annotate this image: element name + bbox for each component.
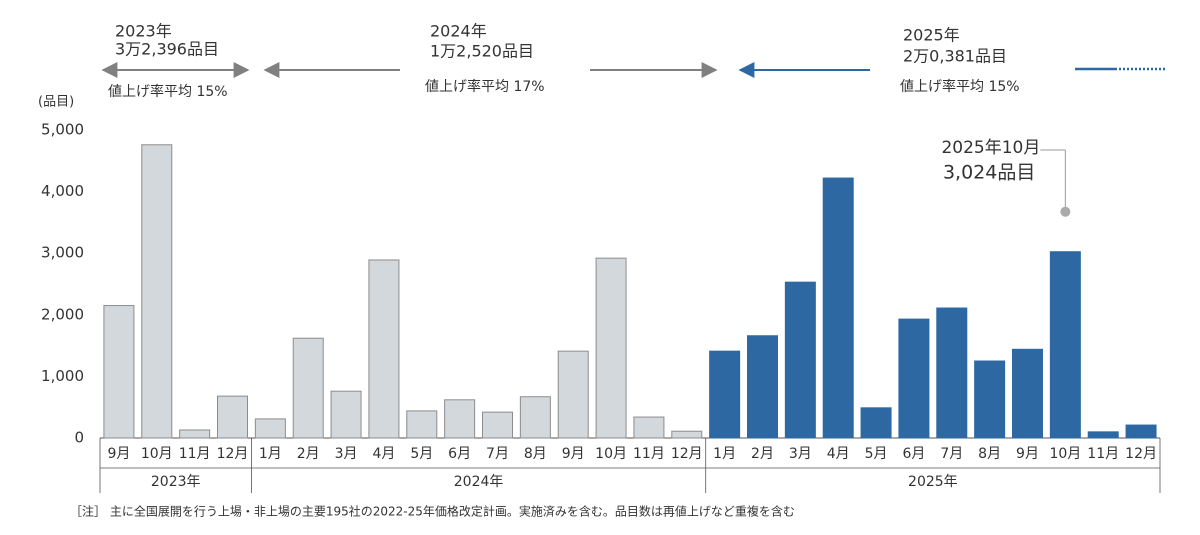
x-tick-label: 5月: [865, 446, 888, 462]
period-year: 2025年: [903, 26, 960, 45]
value-label: 3,024品目: [943, 162, 1035, 184]
bar: [822, 177, 854, 439]
period-arrows: [101, 62, 1166, 78]
x-tick-label: 7月: [486, 446, 509, 462]
x-tick-label: 9月: [1016, 446, 1039, 462]
period-year: 2023年: [115, 22, 172, 41]
group-label: 2023年: [151, 474, 201, 490]
x-tick-label: 4月: [372, 446, 395, 462]
bar: [595, 257, 627, 439]
x-tick-label: 3月: [335, 446, 358, 462]
x-tick-label: 10月: [141, 446, 173, 462]
bar: [671, 430, 703, 439]
y-unit-label: (品目): [38, 95, 74, 110]
x-tick-label: 1月: [713, 446, 736, 462]
group-label: 2025年: [908, 474, 958, 490]
x-tick-label: 7月: [940, 446, 963, 462]
x-tick-label: 2月: [751, 446, 774, 462]
bar: [217, 395, 248, 439]
bar: [406, 410, 438, 439]
x-tick-label: 6月: [902, 446, 925, 462]
period-rate: 値上げ率平均 15%: [108, 83, 228, 100]
x-tick-label: 11月: [179, 446, 211, 462]
bar: [444, 399, 476, 439]
bar: [1049, 251, 1081, 439]
y-tick-label: 4,000: [41, 182, 84, 200]
period-total: 3万2,396品目: [115, 40, 219, 59]
bar: [482, 411, 513, 439]
y-tick-label: 0: [74, 429, 84, 447]
period-rate: 値上げ率平均 15%: [900, 78, 1020, 95]
x-tick-label: 10月: [595, 446, 627, 462]
bar: [330, 390, 362, 439]
bar: [974, 360, 1006, 439]
x-tick-label: 6月: [448, 446, 471, 462]
bar: [860, 407, 892, 439]
bar: [747, 335, 778, 439]
y-tick-label: 3,000: [41, 244, 84, 262]
x-tick-label: 11月: [1087, 446, 1119, 462]
x-tick-label: 9月: [562, 446, 585, 462]
x-tick-label: 12月: [671, 446, 703, 462]
x-tick-label: 9月: [107, 446, 130, 462]
period-year: 2024年: [430, 22, 487, 41]
x-tick-label: 5月: [410, 446, 433, 462]
bar: [784, 281, 816, 439]
period-total: 1万2,520品目: [430, 42, 534, 61]
bar: [1012, 348, 1043, 439]
leader-dot: [1060, 206, 1071, 217]
y-tick-label: 2,000: [41, 305, 84, 323]
bar: [936, 307, 968, 439]
annotation: 2025年10月: [941, 138, 1040, 158]
bar: [898, 318, 930, 439]
period-total: 2万0,381品目: [903, 47, 1007, 66]
bar: [141, 144, 173, 439]
y-tick-label: 5,000: [41, 121, 84, 139]
x-tick-label: 11月: [633, 446, 665, 462]
bar: [1087, 431, 1119, 439]
x-tick-label: 10月: [1049, 446, 1081, 462]
bar: [709, 350, 741, 439]
x-tick-label: 4月: [827, 446, 850, 462]
x-tick-label: 2月: [297, 446, 320, 462]
x-tick-label: 12月: [1125, 446, 1157, 462]
bar: [633, 416, 665, 439]
x-tick-label: 3月: [789, 446, 812, 462]
x-tick-label: 8月: [978, 446, 1001, 462]
bar: [254, 418, 286, 439]
bar: [103, 305, 135, 439]
group-label: 2024年: [454, 474, 504, 490]
bar: [368, 259, 400, 439]
footnote: ［注］ 主に全国展開を行う上場・非上場の主要195社の2022-25年価格改定計…: [70, 504, 795, 519]
bar: [179, 429, 211, 439]
period-rate: 値上げ率平均 17%: [425, 78, 545, 95]
bar: [519, 396, 551, 439]
y-tick-label: 1,000: [41, 367, 84, 385]
bar: [1125, 424, 1157, 439]
bar: [292, 337, 324, 439]
x-tick-label: 12月: [217, 446, 249, 462]
bar: [557, 350, 589, 439]
x-tick-label: 8月: [524, 446, 547, 462]
x-tick-label: 1月: [259, 446, 282, 462]
